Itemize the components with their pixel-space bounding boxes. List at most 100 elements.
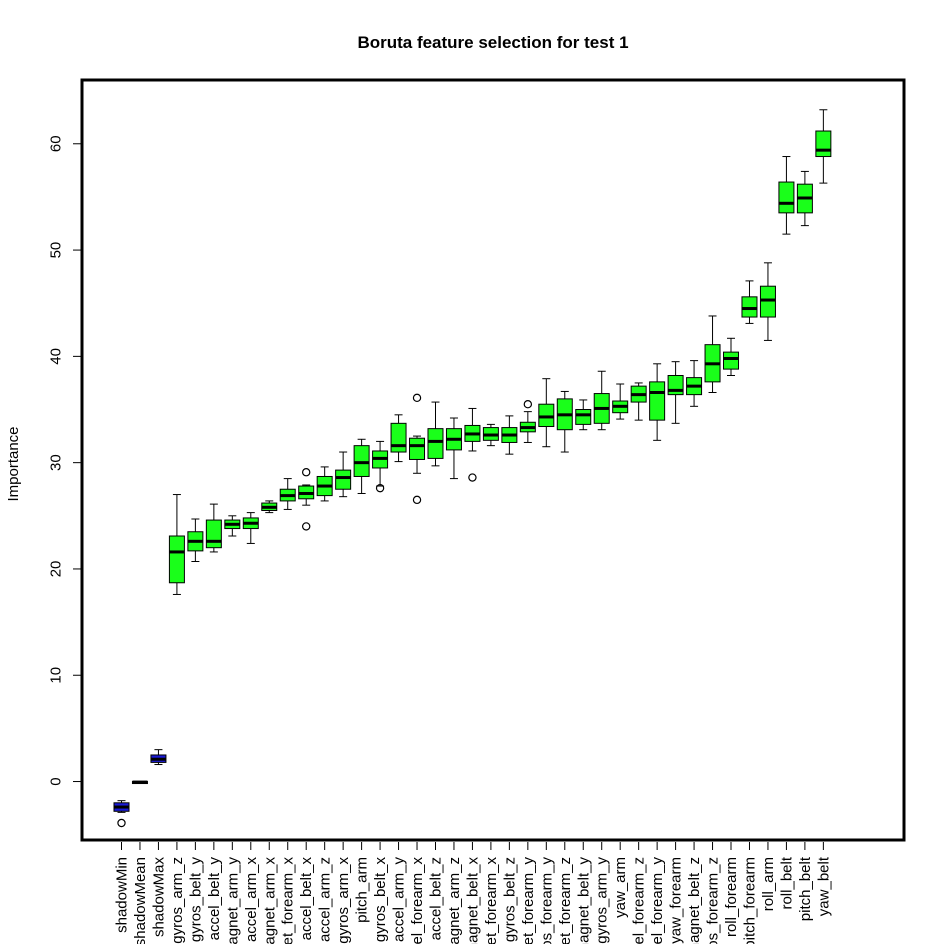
- x-tick-label: magnet_arm_x: [261, 857, 278, 944]
- x-tick-label: magnet_belt_z: [686, 857, 703, 944]
- x-tick-label: gyros_forearm_y: [538, 857, 555, 944]
- x-tick-label: accel_forearm_y: [649, 857, 666, 944]
- outlier-point: [523, 399, 533, 409]
- x-axis-labels: shadowMin shadowMean shadowMax gyros_arm_z g…: [114, 842, 832, 944]
- iqr-box: [168, 535, 185, 584]
- box-gyros_forearm_z: [704, 315, 721, 394]
- x-tick-label: gyros_arm_z: [169, 857, 186, 944]
- box-accel_arm_y: [390, 414, 407, 463]
- x-tick-label: gyros_arm_y: [594, 857, 611, 944]
- x-tick-label: accel_forearm_z: [631, 857, 648, 944]
- x-tick-label: magnet_arm_z: [446, 857, 463, 944]
- x-tick-label: roll_arm: [760, 857, 777, 911]
- box-pitch_arm: [353, 438, 370, 494]
- box-accel_arm_x: [242, 512, 259, 544]
- box-yaw_arm: [612, 383, 629, 420]
- box-pitch_belt: [796, 170, 813, 227]
- box-gyros_belt_x: [372, 440, 389, 493]
- box-roll_belt: [778, 156, 795, 235]
- iqr-box: [538, 403, 555, 428]
- x-tick-label: magnet_arm_y: [224, 857, 241, 944]
- box-magnet_arm_y: [224, 515, 241, 537]
- x-tick-label: magnet_forearm_x: [280, 857, 297, 944]
- x-tick-label: yaw_arm: [612, 857, 629, 918]
- box-roll_arm: [759, 262, 776, 341]
- x-tick-label: pitch_belt: [797, 856, 814, 921]
- box-yaw_belt: [815, 109, 832, 184]
- outlier-point: [302, 468, 311, 477]
- x-tick-label: shadowMean: [132, 857, 149, 944]
- box-shadowMean: [131, 780, 148, 785]
- box-shadowMin: [113, 800, 130, 828]
- plot-frame: [80, 78, 906, 842]
- box-gyros_belt_z: [501, 415, 518, 455]
- box-accel_belt_x: [298, 468, 315, 531]
- x-tick-label: accel_forearm_x: [409, 857, 426, 944]
- box-accel_forearm_x: [409, 393, 426, 505]
- x-tick-label: magnet_forearm_x: [483, 857, 500, 944]
- outlier-point: [375, 483, 385, 493]
- y-axis: 0 10 20 30 40 50 60: [47, 135, 82, 786]
- box-magnet_arm_z: [445, 417, 462, 480]
- box-magnet_arm_x: [261, 500, 278, 514]
- iqr-box: [815, 130, 832, 158]
- y-tick-label: 50: [47, 242, 64, 259]
- x-tick-label: gyros_arm_x: [335, 857, 352, 944]
- y-tick-label: 20: [47, 561, 64, 578]
- box-magnet_forearm_x: [482, 423, 499, 447]
- x-tick-label: magnet_forearm_y: [520, 857, 537, 944]
- iqr-box: [649, 381, 666, 421]
- x-tick-label: yaw_forearm: [668, 857, 685, 944]
- box-accel_forearm_y: [649, 363, 666, 441]
- boxes-layer: [113, 109, 832, 828]
- y-axis-label: Importance: [5, 426, 22, 501]
- box-magnet_forearm_y: [519, 399, 536, 443]
- y-tick-label: 10: [47, 667, 64, 684]
- x-tick-label: pitch_forearm: [741, 857, 758, 944]
- x-tick-label: accel_arm_z: [317, 857, 334, 942]
- box-accel_belt_z: [427, 401, 444, 467]
- x-tick-label: yaw_belt: [815, 856, 832, 916]
- x-tick-label: magnet_forearm_z: [557, 857, 574, 944]
- iqr-box: [741, 296, 758, 318]
- x-tick-label: accel_belt_x: [298, 857, 315, 941]
- x-tick-label: accel_arm_y: [391, 857, 408, 943]
- box-shadowMax: [150, 749, 167, 766]
- x-tick-label: roll_forearm: [723, 857, 740, 937]
- y-tick-label: 60: [47, 135, 64, 152]
- box-gyros_arm_y: [593, 370, 610, 431]
- outlier-point: [412, 495, 422, 505]
- x-tick-label: magnet_belt_x: [464, 857, 481, 944]
- outlier-point: [117, 818, 126, 828]
- x-tick-label: roll_belt: [778, 856, 795, 909]
- x-tick-label: gyros_belt_x: [372, 857, 389, 943]
- iqr-box: [427, 428, 444, 459]
- outlier-point: [412, 393, 422, 403]
- outlier-point: [302, 522, 311, 531]
- iqr-box: [723, 351, 740, 370]
- iqr-box: [409, 437, 426, 460]
- x-tick-label: shadowMax: [150, 857, 167, 938]
- x-tick-label: shadowMin: [114, 857, 131, 933]
- box-accel_arm_z: [316, 466, 333, 502]
- y-tick-label: 0: [47, 777, 64, 785]
- x-tick-label: accel_belt_y: [206, 857, 223, 941]
- box-roll_forearm: [723, 337, 740, 376]
- box-magnet_forearm_x: [279, 478, 296, 510]
- y-tick-label: 40: [47, 348, 64, 365]
- x-tick-label: magnet_belt_y: [575, 857, 592, 944]
- box-magnet_belt_z: [686, 360, 703, 407]
- iqr-box: [335, 469, 352, 490]
- iqr-box: [353, 445, 370, 477]
- box-pitch_forearm: [741, 280, 758, 324]
- outlier-point: [468, 473, 477, 482]
- box-gyros_arm_z: [168, 494, 185, 595]
- x-tick-label: accel_arm_x: [243, 857, 260, 943]
- chart-title: Boruta feature selection for test 1: [357, 33, 628, 52]
- iqr-box: [390, 422, 407, 453]
- x-tick-label: gyros_belt_z: [501, 857, 518, 942]
- box-accel_belt_y: [205, 503, 222, 553]
- x-tick-label: gyros_forearm_z: [705, 857, 722, 944]
